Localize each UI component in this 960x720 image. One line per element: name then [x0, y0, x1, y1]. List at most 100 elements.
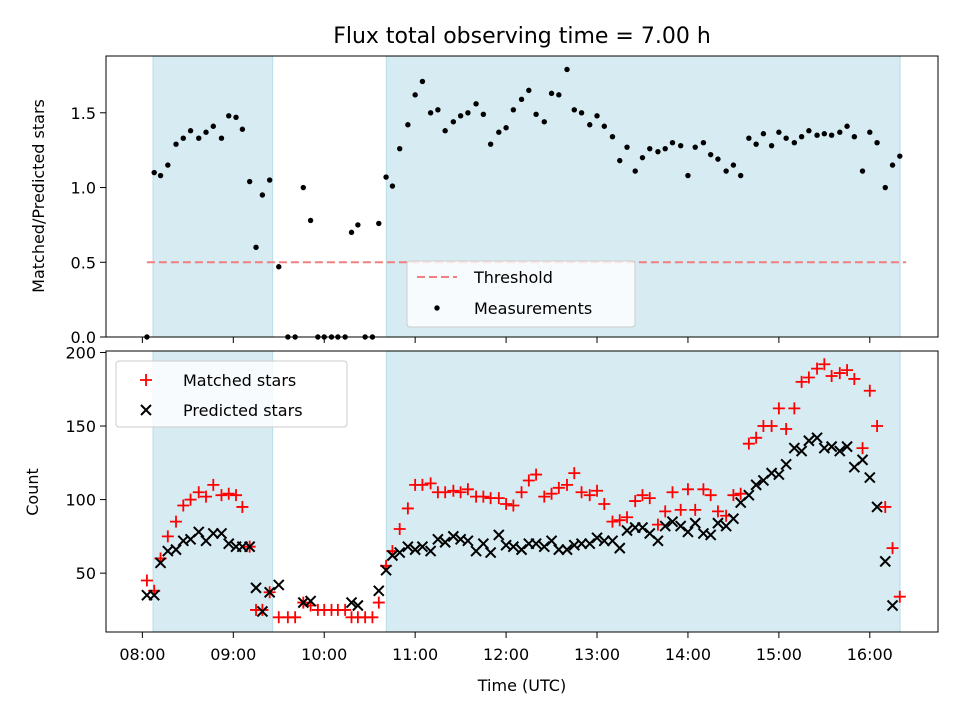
- matched-star-point: [742, 437, 755, 450]
- matched-star-point: [401, 502, 414, 515]
- measurement-point: [837, 129, 843, 135]
- y-tick-label: 100: [65, 491, 96, 510]
- measurement-point: [210, 123, 216, 129]
- measurement-point: [397, 145, 403, 152]
- matched-star-point: [161, 530, 174, 543]
- matched-star-point: [591, 484, 604, 497]
- measurement-point: [266, 177, 273, 183]
- matched-star-point: [818, 358, 831, 371]
- predicted-star-point: [154, 557, 167, 569]
- matched-star-point: [207, 478, 220, 491]
- x-tick-label: 14:00: [665, 645, 711, 664]
- legend-measurement-swatch: [434, 305, 440, 311]
- measurement-point: [180, 135, 186, 141]
- measurement-point: [715, 156, 721, 162]
- legend-threshold-label: Threshold: [473, 268, 553, 287]
- predicted-star-point: [598, 535, 610, 547]
- measurement-point: [723, 168, 729, 174]
- legend-matched-label: Matched stars: [183, 371, 296, 390]
- measurement-point: [889, 162, 896, 168]
- predicted-star-point: [424, 545, 437, 557]
- matched-star-point: [704, 489, 717, 502]
- measurement-point: [496, 129, 502, 135]
- measurement-point: [203, 129, 209, 135]
- matched-star-point: [575, 486, 588, 499]
- measurement-point: [776, 129, 782, 135]
- matched-star-point: [416, 478, 429, 491]
- measurement-point: [541, 119, 547, 125]
- matched-star-point: [788, 402, 801, 415]
- matched-star-point: [538, 490, 551, 503]
- matched-star-point: [515, 486, 528, 499]
- x-tick-label: 13:00: [574, 645, 620, 664]
- legend-matched-swatch: [140, 374, 152, 386]
- predicted-star-point: [704, 529, 717, 541]
- y-tick-label: 150: [65, 417, 96, 436]
- measurement-point: [355, 222, 361, 228]
- measurement-point: [300, 184, 307, 191]
- predicted-star-point: [380, 564, 392, 576]
- matched-star-point: [561, 478, 574, 491]
- matched-star-point: [765, 420, 778, 433]
- predicted-star-point: [614, 542, 626, 554]
- matched-star-point: [289, 611, 302, 624]
- matched-star-point: [833, 367, 846, 380]
- y-tick-label: 0.0: [71, 328, 96, 347]
- top-y-axis-label: Matched/Predicted stars: [29, 99, 48, 293]
- matched-star-point: [697, 483, 710, 496]
- predicted-star-point: [652, 535, 664, 547]
- predicted-star-point: [666, 515, 679, 528]
- measurement-point: [639, 154, 646, 161]
- x-tick-label: 11:00: [392, 645, 438, 664]
- matched-star-point: [568, 467, 581, 480]
- matched-star-point: [583, 489, 596, 502]
- measurement-point: [165, 162, 171, 168]
- measurement-point: [760, 131, 767, 137]
- measurement-point: [246, 178, 253, 185]
- measurement-point: [685, 172, 691, 179]
- matched-star-point: [674, 503, 687, 516]
- measurement-point: [632, 168, 638, 174]
- measurement-point: [510, 107, 517, 113]
- predicted-star-point: [462, 535, 474, 547]
- predicted-star-point: [493, 529, 505, 541]
- matched-star-point: [424, 477, 437, 490]
- measurement-point: [389, 183, 396, 189]
- predicted-star-point: [432, 533, 444, 546]
- measurement-point: [526, 87, 532, 94]
- matched-star-point: [886, 542, 899, 555]
- measurement-point: [737, 172, 744, 179]
- legend-box: [115, 360, 348, 428]
- matched-star-point: [879, 500, 892, 513]
- measurement-point: [578, 110, 585, 116]
- matched-star-point: [795, 375, 808, 388]
- matched-star-point: [727, 489, 740, 502]
- predicted-star-point: [773, 468, 785, 481]
- measurement-point: [700, 139, 707, 146]
- predicted-star-point: [393, 546, 406, 559]
- measurement-point: [187, 128, 194, 134]
- measurement-point: [376, 220, 382, 227]
- measurement-point: [196, 135, 202, 141]
- matched-star-point: [689, 503, 702, 516]
- predicted-star-point: [575, 538, 588, 550]
- matched-star-point: [643, 492, 656, 505]
- matched-star-point: [666, 486, 679, 499]
- matched-star-point: [606, 515, 619, 528]
- matched-star-point: [256, 603, 269, 616]
- legend-predicted-label: Predicted stars: [183, 401, 303, 420]
- predicted-star-point: [193, 526, 205, 538]
- matched-star-point: [500, 498, 513, 511]
- measurement-point: [882, 184, 888, 191]
- measurement-point: [518, 96, 525, 103]
- measurement-point: [624, 144, 630, 150]
- measurement-point: [233, 114, 239, 120]
- x-tick-label: 12:00: [483, 645, 529, 664]
- predicted-star-point: [553, 543, 565, 556]
- legend-measurement-label: Measurements: [474, 299, 592, 318]
- measurement-point: [601, 123, 607, 129]
- measurement-point: [151, 169, 157, 176]
- matched-star-point: [393, 523, 406, 536]
- predicted-star-point: [507, 540, 520, 553]
- measurement-point: [655, 148, 661, 155]
